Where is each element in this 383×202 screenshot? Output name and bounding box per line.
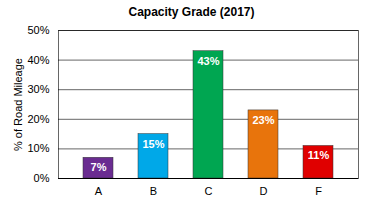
svg-text:7%: 7% — [91, 161, 107, 173]
svg-text:40%: 40% — [27, 54, 49, 66]
svg-text:20%: 20% — [27, 113, 49, 125]
svg-text:A: A — [95, 185, 103, 197]
svg-text:30%: 30% — [27, 83, 49, 95]
svg-text:D: D — [260, 185, 268, 197]
svg-text:23%: 23% — [252, 114, 274, 126]
svg-text:% of Road Mileage: % of Road Mileage — [12, 58, 24, 151]
svg-text:F: F — [315, 185, 322, 197]
svg-text:10%: 10% — [27, 142, 49, 154]
svg-text:C: C — [205, 185, 213, 197]
svg-text:B: B — [150, 185, 157, 197]
svg-text:15%: 15% — [142, 138, 164, 150]
svg-text:0%: 0% — [34, 172, 50, 184]
svg-text:11%: 11% — [308, 149, 330, 161]
svg-text:43%: 43% — [197, 55, 219, 67]
html-text:Capacity Grade (2017): Capacity Grade (2017) — [128, 5, 255, 19]
svg-text:50%: 50% — [27, 24, 49, 36]
